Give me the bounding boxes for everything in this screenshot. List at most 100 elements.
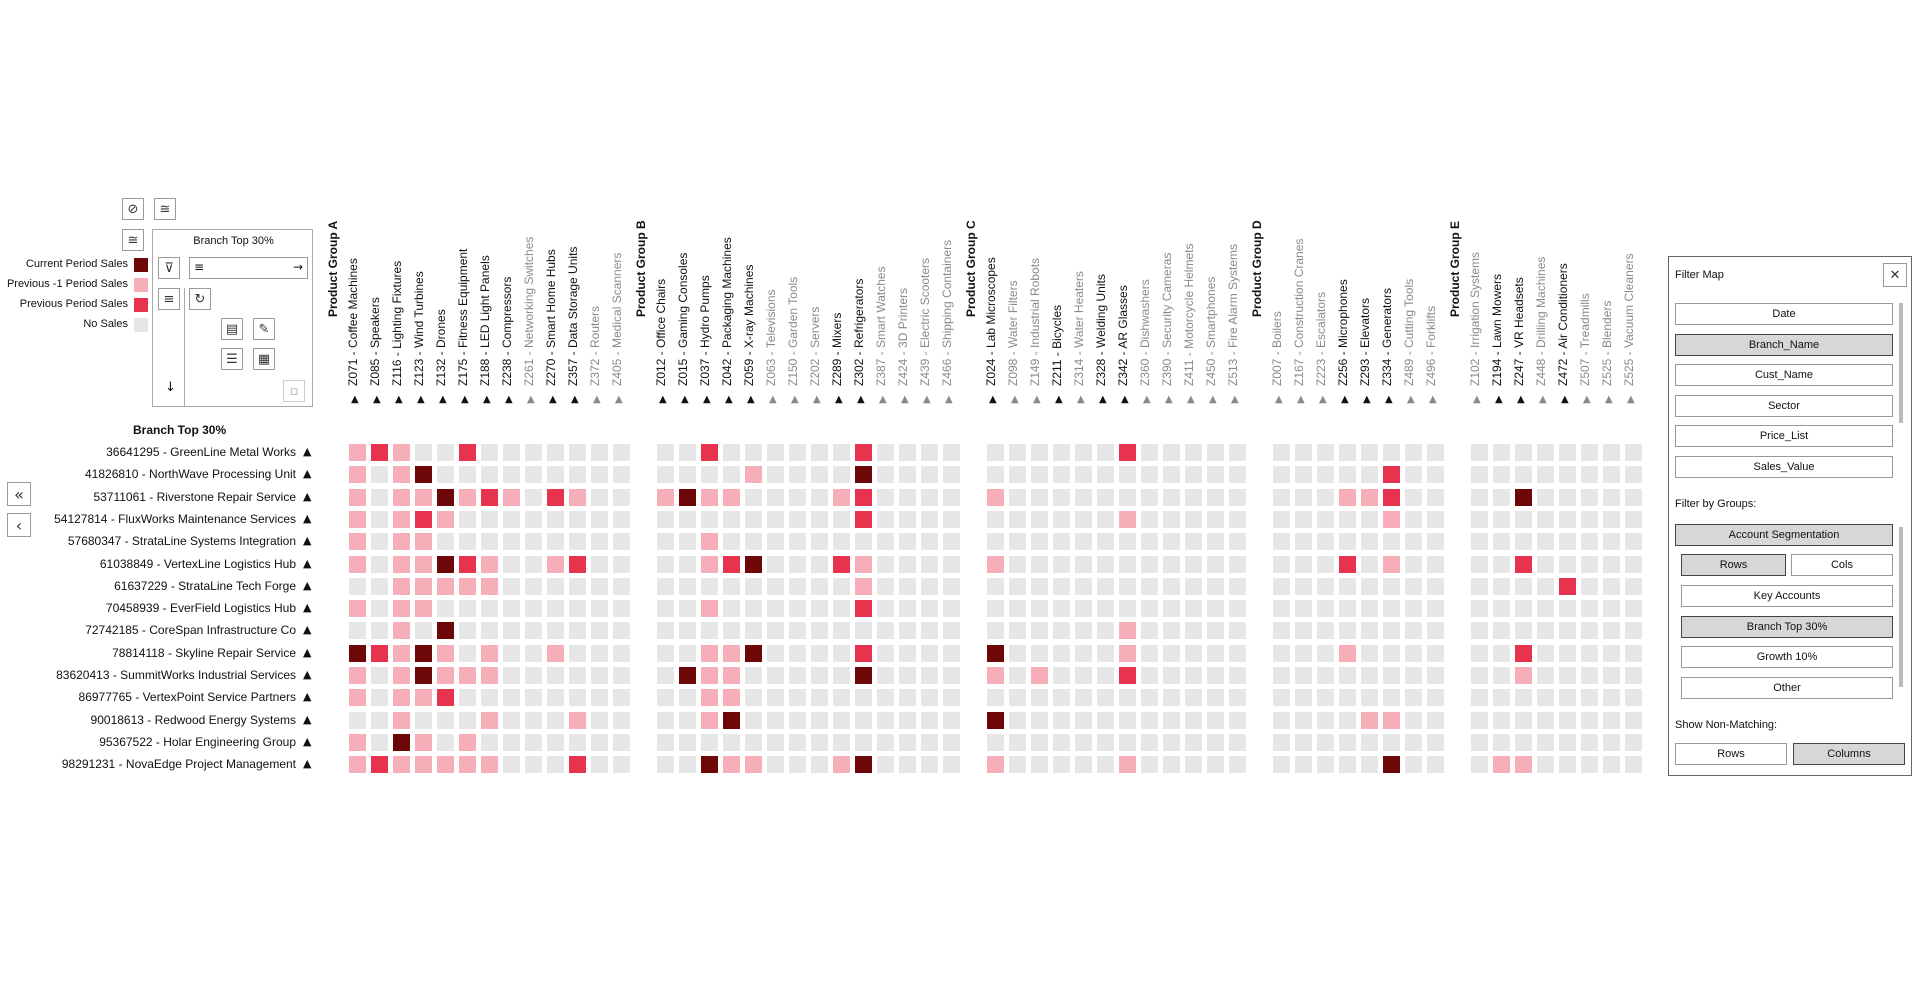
heatmap-cell[interactable]: [1603, 667, 1620, 684]
heatmap-cell[interactable]: [987, 533, 1004, 551]
heatmap-cell[interactable]: [723, 577, 740, 595]
heatmap-cell[interactable]: [745, 600, 762, 618]
close-button[interactable]: ✕: [1883, 263, 1907, 287]
heatmap-cell[interactable]: [569, 488, 586, 506]
heatmap-cell[interactable]: [1471, 577, 1488, 595]
heatmap-cell[interactable]: [1383, 689, 1400, 707]
column-sort-triangle-icon[interactable]: ▲: [395, 394, 403, 405]
heatmap-cell[interactable]: [1053, 466, 1070, 484]
column-label[interactable]: Z314 - Water Heaters: [1072, 271, 1086, 386]
heatmap-cell[interactable]: [613, 510, 630, 528]
heatmap-cell[interactable]: [855, 444, 872, 461]
heatmap-cell[interactable]: [877, 488, 894, 506]
heatmap-cell[interactable]: [899, 667, 916, 684]
heatmap-cell[interactable]: [723, 667, 740, 684]
heatmap-cell[interactable]: [745, 756, 762, 774]
heatmap-cell[interactable]: [833, 444, 850, 461]
heatmap-cell[interactable]: [701, 667, 718, 684]
column-sort-triangle-icon[interactable]: ▲: [681, 394, 689, 405]
row-label[interactable]: 54127814 - FluxWorks Maintenance Service…: [54, 511, 296, 526]
column-label[interactable]: Z411 - Motorcycle Helmets: [1182, 243, 1196, 386]
heatmap-cell[interactable]: [1405, 756, 1422, 774]
heatmap-cell[interactable]: [877, 533, 894, 551]
heatmap-cell[interactable]: [899, 622, 916, 640]
heatmap-cell[interactable]: [855, 488, 872, 506]
heatmap-cell[interactable]: [987, 577, 1004, 595]
heatmap-cell[interactable]: [437, 600, 454, 618]
heatmap-cell[interactable]: [1009, 711, 1026, 729]
heatmap-cell[interactable]: [745, 577, 762, 595]
heatmap-cell[interactable]: [371, 466, 388, 484]
heatmap-cell[interactable]: [349, 689, 366, 707]
heatmap-cell[interactable]: [833, 689, 850, 707]
heatmap-cell[interactable]: [1361, 622, 1378, 640]
heatmap-cell[interactable]: [569, 444, 586, 461]
heatmap-cell[interactable]: [1097, 510, 1114, 528]
heatmap-cell[interactable]: [459, 756, 476, 774]
heatmap-cell[interactable]: [371, 555, 388, 573]
heatmap-cell[interactable]: [1185, 711, 1202, 729]
heatmap-cell[interactable]: [1141, 733, 1158, 751]
heatmap-cell[interactable]: [899, 488, 916, 506]
heatmap-cell[interactable]: [1031, 510, 1048, 528]
heatmap-cell[interactable]: [745, 733, 762, 751]
heatmap-cell[interactable]: [1229, 756, 1246, 774]
heatmap-cell[interactable]: [987, 600, 1004, 618]
heatmap-cell[interactable]: [987, 733, 1004, 751]
heatmap-cell[interactable]: [811, 533, 828, 551]
product-group-title[interactable]: Product Group D: [1250, 220, 1264, 317]
heatmap-cell[interactable]: [1031, 644, 1048, 662]
heatmap-cell[interactable]: [1163, 466, 1180, 484]
heatmap-cell[interactable]: [1383, 533, 1400, 551]
heatmap-cell[interactable]: [811, 667, 828, 684]
heatmap-cell[interactable]: [921, 689, 938, 707]
heatmap-cell[interactable]: [481, 733, 498, 751]
heatmap-cell[interactable]: [1383, 667, 1400, 684]
heatmap-cell[interactable]: [591, 533, 608, 551]
heatmap-cell[interactable]: [987, 667, 1004, 684]
heatmap-cell[interactable]: [723, 644, 740, 662]
heatmap-cell[interactable]: [1273, 667, 1290, 684]
heatmap-cell[interactable]: [437, 533, 454, 551]
heatmap-cell[interactable]: [1559, 667, 1576, 684]
heatmap-cell[interactable]: [393, 488, 410, 506]
row-label[interactable]: 70458939 - EverField Logistics Hub: [105, 601, 296, 616]
heatmap-cell[interactable]: [679, 466, 696, 484]
heatmap-cell[interactable]: [679, 689, 696, 707]
heatmap-cell[interactable]: [1097, 466, 1114, 484]
column-label[interactable]: Z489 - Cutting Tools: [1402, 278, 1416, 386]
heatmap-cell[interactable]: [657, 510, 674, 528]
heatmap-cell[interactable]: [899, 600, 916, 618]
heatmap-cell[interactable]: [767, 555, 784, 573]
heatmap-cell[interactable]: [415, 444, 432, 461]
heatmap-cell[interactable]: [613, 622, 630, 640]
heatmap-cell[interactable]: [1317, 689, 1334, 707]
heatmap-cell[interactable]: [767, 756, 784, 774]
column-sort-triangle-icon[interactable]: ▲: [549, 394, 557, 405]
heatmap-cell[interactable]: [701, 444, 718, 461]
heatmap-cell[interactable]: [1185, 622, 1202, 640]
heatmap-cell[interactable]: [943, 622, 960, 640]
column-label[interactable]: Z302 - Refrigerators: [852, 278, 866, 386]
row-sort-triangle-icon[interactable]: ▲: [303, 489, 312, 503]
heatmap-cell[interactable]: [1317, 733, 1334, 751]
heatmap-cell[interactable]: [943, 733, 960, 751]
heatmap-cell[interactable]: [1185, 444, 1202, 461]
heatmap-cell[interactable]: [679, 488, 696, 506]
heatmap-cell[interactable]: [613, 756, 630, 774]
heatmap-cell[interactable]: [1009, 555, 1026, 573]
heatmap-cell[interactable]: [1581, 689, 1598, 707]
heatmap-cell[interactable]: [1515, 533, 1532, 551]
heatmap-cell[interactable]: [437, 689, 454, 707]
heatmap-cell[interactable]: [1581, 533, 1598, 551]
heatmap-cell[interactable]: [723, 510, 740, 528]
heatmap-cell[interactable]: [1515, 600, 1532, 618]
row-label[interactable]: 98291231 - NovaEdge Project Management: [61, 757, 296, 772]
heatmap-cell[interactable]: [1581, 466, 1598, 484]
column-sort-triangle-icon[interactable]: ▲: [1561, 394, 1569, 405]
heatmap-cell[interactable]: [415, 577, 432, 595]
heatmap-cell[interactable]: [1229, 555, 1246, 573]
heatmap-cell[interactable]: [1339, 644, 1356, 662]
group-item-button[interactable]: Key Accounts: [1681, 585, 1893, 607]
row-label[interactable]: 53711061 - Riverstone Repair Service: [93, 489, 296, 504]
